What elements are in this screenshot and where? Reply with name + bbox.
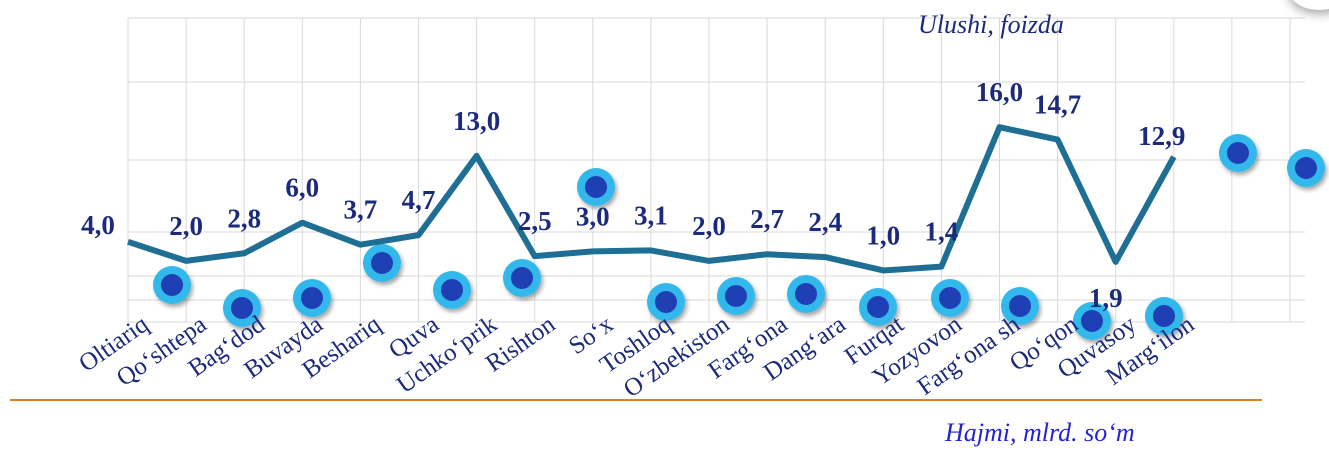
data-label: 14,7 bbox=[1034, 90, 1081, 120]
marker-inner bbox=[301, 287, 323, 309]
category-labels: OltiariqQo‘shtepaBag‘dodBuvaydaBeshariqQ… bbox=[74, 311, 1199, 403]
x-axis-title: Hajmi, mlrd. so‘m bbox=[945, 418, 1135, 447]
data-label: 16,0 bbox=[976, 77, 1023, 107]
marker-inner bbox=[1295, 157, 1317, 179]
data-label: 2,4 bbox=[808, 207, 842, 237]
data-label: 4,7 bbox=[402, 185, 436, 215]
marker-inner bbox=[939, 287, 961, 309]
series bbox=[127, 124, 1177, 274]
data-label: 12,9 bbox=[1138, 121, 1185, 151]
marker-inner bbox=[725, 285, 747, 307]
y-axis-title: Ulushi, foizda bbox=[918, 10, 1064, 39]
marker-inner bbox=[441, 279, 463, 301]
corner-shadow bbox=[1289, 0, 1329, 10]
marker-inner bbox=[231, 297, 253, 319]
data-label: 6,0 bbox=[285, 173, 319, 203]
data-labels: 4,0 2,0 2,8 6,0 3,7 4,7 13,0 2,5 3,0 3,1 2,0 2,7 2,4… bbox=[81, 77, 1185, 313]
data-label: 4,0 bbox=[81, 210, 115, 240]
data-label: 3,7 bbox=[344, 195, 378, 225]
data-label: 3,0 bbox=[576, 201, 610, 231]
marker-inner bbox=[1153, 305, 1175, 327]
data-label: 2,7 bbox=[750, 204, 784, 234]
markers bbox=[153, 134, 1325, 340]
data-label: 3,1 bbox=[634, 200, 668, 230]
data-label: 2,5 bbox=[518, 206, 552, 236]
data-label: 2,0 bbox=[692, 211, 726, 241]
grid bbox=[127, 17, 1305, 323]
marker-inner bbox=[511, 267, 533, 289]
marker-inner bbox=[867, 296, 889, 318]
data-label: 2,8 bbox=[227, 203, 261, 233]
marker-inner bbox=[1081, 310, 1103, 332]
marker-inner bbox=[655, 291, 677, 313]
marker-inner bbox=[795, 283, 817, 305]
marker-inner bbox=[371, 252, 393, 274]
marker-inner bbox=[161, 274, 183, 296]
series-line bbox=[127, 124, 1177, 274]
marker-inner bbox=[1009, 295, 1031, 317]
data-label: 1,4 bbox=[925, 217, 959, 247]
data-label: 1,9 bbox=[1089, 283, 1123, 313]
data-label: 13,0 bbox=[453, 106, 500, 136]
marker-inner bbox=[585, 176, 607, 198]
marker-inner bbox=[1227, 142, 1249, 164]
data-label: 1,0 bbox=[866, 220, 900, 250]
data-label: 2,0 bbox=[169, 211, 203, 241]
